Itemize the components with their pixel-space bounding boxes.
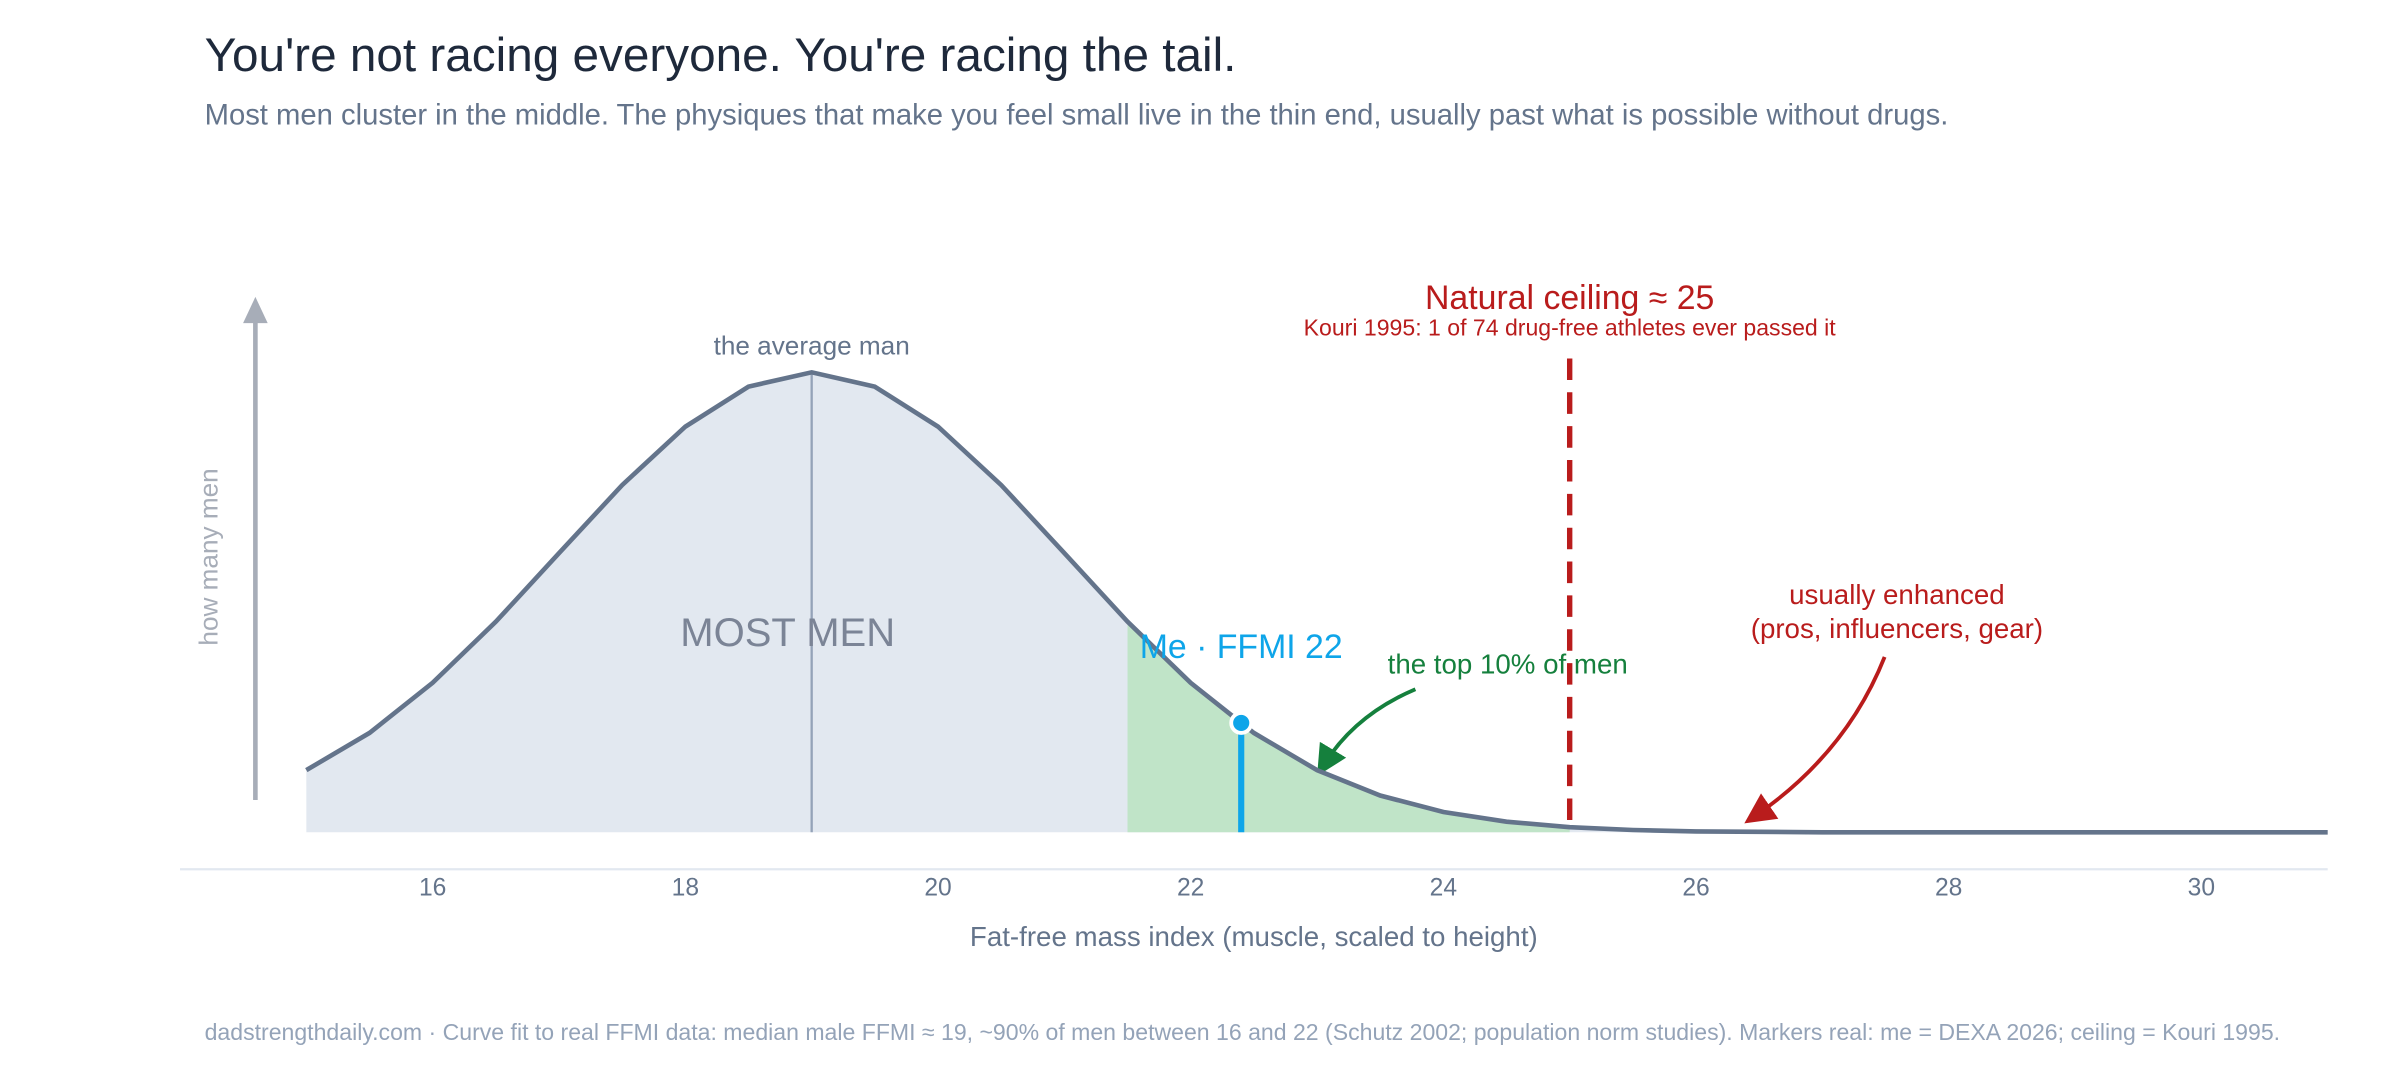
enhanced-label: (pros, influencers, gear) xyxy=(1751,613,2043,644)
ceiling-label: Natural ceiling ≈ 25 xyxy=(1425,279,1714,317)
x-axis-label: Fat-free mass index (muscle, scaled to h… xyxy=(970,921,1538,952)
highlight-area xyxy=(1127,621,1570,833)
x-tick-label: 16 xyxy=(419,875,446,902)
chart-subtitle: Most men cluster in the middle. The phys… xyxy=(205,100,1949,132)
chart-title: You're not racing everyone. You're racin… xyxy=(205,29,1237,82)
y-axis-label: how many men xyxy=(194,468,224,645)
x-tick-label: 30 xyxy=(2188,875,2215,902)
x-tick-label: 18 xyxy=(672,875,699,902)
area-fill xyxy=(306,372,2328,833)
average-label: the average man xyxy=(714,331,910,361)
enhanced-arrow xyxy=(1744,656,1887,824)
highlight-label: the top 10% of men xyxy=(1388,648,1628,679)
me-marker xyxy=(1229,710,1254,735)
enhanced-label: usually enhanced xyxy=(1789,579,2005,610)
x-tick-label: 24 xyxy=(1430,875,1457,902)
me-label: Me · FFMI 22 xyxy=(1140,628,1343,666)
x-tick-label: 22 xyxy=(1177,875,1204,902)
ceiling-note: Kouri 1995: 1 of 74 drug-free athletes e… xyxy=(1304,314,1837,340)
x-tick-label: 26 xyxy=(1682,875,1709,902)
footnote: dadstrengthdaily.com · Curve fit to real… xyxy=(205,1019,2280,1045)
cluster-label: MOST MEN xyxy=(680,611,895,655)
highlight-arrow xyxy=(1317,687,1417,777)
x-tick-label: 28 xyxy=(1935,875,1962,902)
x-tick-label: 20 xyxy=(924,875,951,902)
y-axis-arrowhead xyxy=(243,296,268,324)
curve xyxy=(305,369,2328,835)
